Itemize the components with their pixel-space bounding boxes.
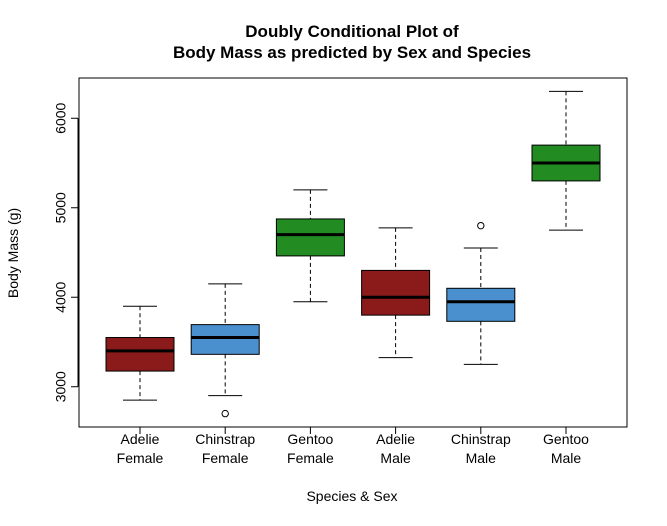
x-tick-label-species: Adelie [376,431,415,447]
box-series [105,90,601,418]
plot-frame [78,77,628,428]
y-tick-label: 3000 [53,371,69,402]
x-tick-label-species: Gentoo [543,431,589,447]
x-tick-label-species: Gentoo [287,431,333,447]
y-axis: 3000 4000 5000 6000 [53,102,79,402]
y-tick-label: 5000 [53,192,69,223]
x-tick-label-species: Adelie [121,431,160,447]
iqr-box [361,269,431,316]
x-axis-label: Species & Sex [306,488,397,504]
x-tick-label-species: Chinstrap [195,431,255,447]
box-chinstrap-female [190,283,260,418]
x-tick-label-species: Chinstrap [451,431,511,447]
outlier-point [221,409,229,418]
box-gentoo-male [531,90,601,231]
x-tick-label-sex: Male [380,450,411,466]
outlier-point [477,221,485,230]
y-tick-label: 6000 [53,102,69,133]
y-tick-label: 4000 [53,281,69,312]
x-tick-label-sex: Female [117,450,164,466]
iqr-box [275,218,345,257]
box-gentoo-female [275,189,345,303]
x-tick-label-sex: Male [551,450,582,466]
box-chinstrap-male [446,221,516,365]
chart-title-line1: Doubly Conditional Plot of [245,22,459,41]
chart-title-line2: Body Mass as predicted by Sex and Specie… [173,43,531,62]
box-adelie-female [105,305,175,401]
x-tick-label-sex: Female [202,450,249,466]
y-axis-label: Body Mass (g) [5,208,21,298]
x-tick-label-sex: Female [287,450,334,466]
x-axis: Adelie Female Chinstrap Female Gentoo Female A… [117,426,589,466]
x-tick-label-sex: Male [466,450,497,466]
box-adelie-male [361,227,431,359]
iqr-box [190,324,260,355]
iqr-box [446,287,516,322]
iqr-box [105,337,175,372]
